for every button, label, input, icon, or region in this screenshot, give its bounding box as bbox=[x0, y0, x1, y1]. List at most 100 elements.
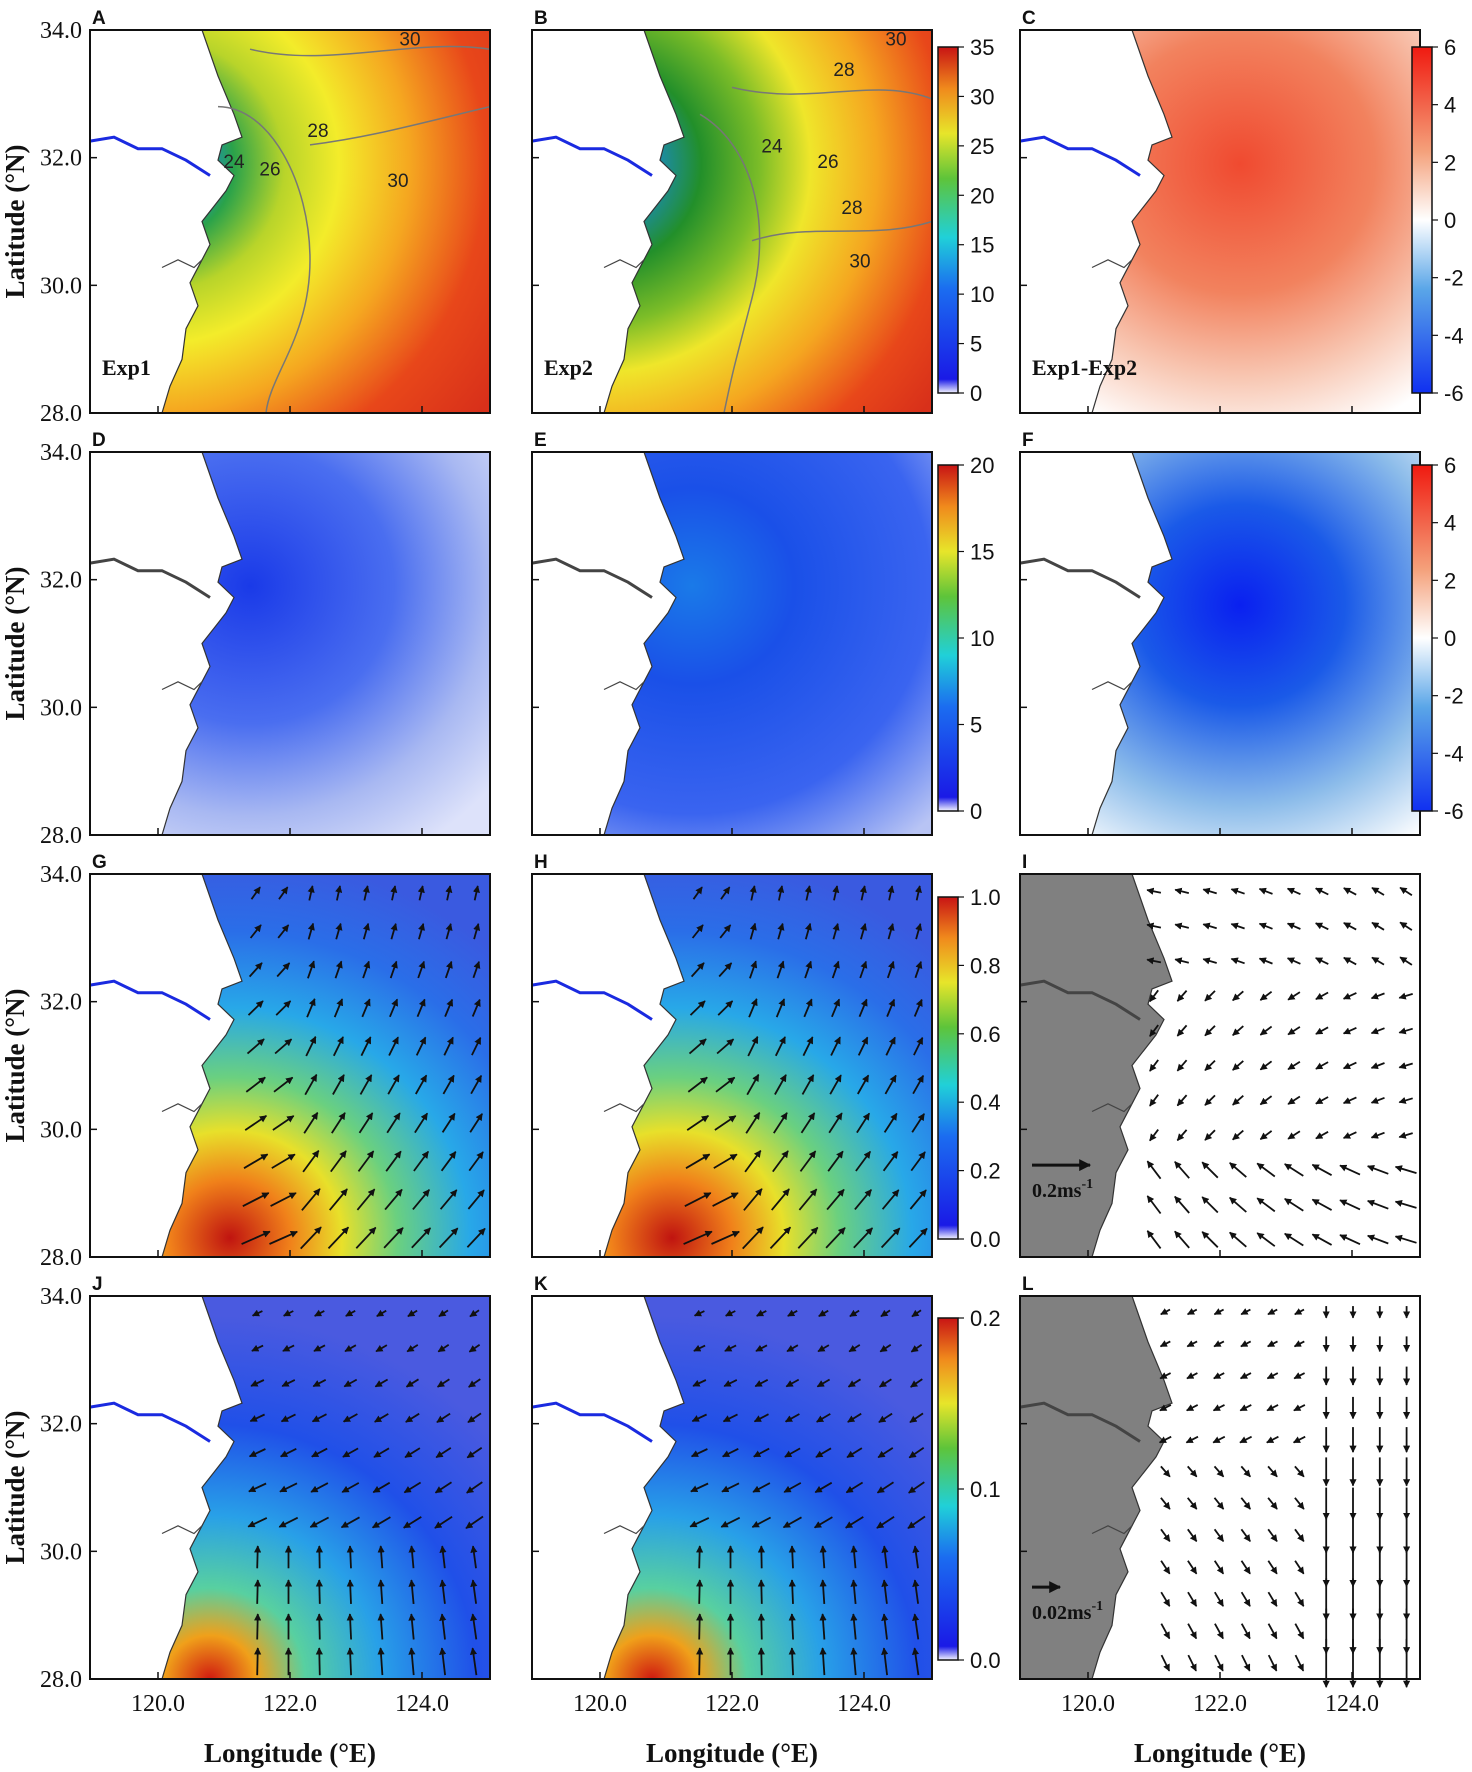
velocity-arrow bbox=[1267, 1308, 1278, 1316]
velocity-arrow bbox=[439, 1545, 447, 1569]
velocity-arrow bbox=[1202, 922, 1217, 930]
velocity-arrow bbox=[1240, 1591, 1251, 1607]
velocity-arrow bbox=[329, 1188, 348, 1211]
velocity-arrow bbox=[1315, 887, 1329, 896]
velocity-arrow bbox=[340, 1516, 360, 1529]
map-panel-l: L 0.02ms-1 120.0 122.0 124.0 bbox=[1019, 1274, 1421, 1717]
velocity-arrow bbox=[1213, 1560, 1225, 1575]
velocity-arrow bbox=[1186, 1497, 1198, 1510]
velocity-arrow bbox=[275, 1000, 292, 1016]
lat-tick-label: 30.0 bbox=[40, 1117, 82, 1143]
velocity-arrow bbox=[1294, 1623, 1305, 1640]
velocity-arrow bbox=[468, 1151, 484, 1172]
velocity-arrow bbox=[414, 1112, 429, 1134]
river-channel bbox=[89, 979, 211, 1021]
land-mask bbox=[531, 1295, 685, 1680]
velocity-arrow bbox=[242, 1192, 270, 1208]
velocity-arrow bbox=[1342, 1096, 1357, 1105]
y-axis-label: Latitude (°N) bbox=[0, 566, 30, 720]
velocity-arrow bbox=[1293, 1372, 1306, 1380]
velocity-arrow bbox=[376, 1309, 387, 1317]
colorbar: 20 15 10 5 0 bbox=[937, 453, 994, 824]
land-mask bbox=[89, 29, 243, 414]
velocity-arrow bbox=[1232, 990, 1244, 1002]
velocity-arrow bbox=[1240, 1465, 1251, 1478]
velocity-arrow bbox=[307, 922, 315, 940]
velocity-arrow bbox=[804, 922, 812, 940]
river-channel bbox=[1019, 557, 1141, 599]
velocity-arrow bbox=[1258, 887, 1273, 895]
velocity-arrow bbox=[1214, 1591, 1224, 1607]
velocity-arrow bbox=[279, 1482, 298, 1493]
velocity-arrow bbox=[407, 1309, 418, 1318]
colorbar-tick-label: 25 bbox=[970, 134, 994, 159]
velocity-arrow bbox=[1339, 1234, 1361, 1246]
velocity-arrow bbox=[280, 1413, 296, 1423]
velocity-arrow bbox=[307, 960, 316, 979]
velocity-arrow bbox=[468, 1378, 481, 1388]
velocity-arrow bbox=[716, 1038, 735, 1055]
map-panel-i: I 0.2ms-1 bbox=[1019, 852, 1421, 1258]
contour-label: 26 bbox=[817, 152, 838, 173]
velocity-arrow bbox=[469, 1647, 478, 1676]
velocity-arrow bbox=[911, 1113, 925, 1133]
velocity-arrow bbox=[696, 1613, 704, 1640]
velocity-arrow bbox=[309, 1516, 330, 1528]
velocity-arrow bbox=[444, 960, 453, 979]
velocity-arrow bbox=[1284, 1163, 1304, 1177]
map-panel-j: J 34.0 32.0 30.0 28.0 120.0 122.0 124.0 bbox=[40, 1274, 491, 1717]
velocity-arrow bbox=[468, 1343, 481, 1353]
velocity-arrow bbox=[466, 1227, 486, 1248]
velocity-arrow bbox=[276, 962, 291, 978]
x-axis-label: Longitude (°E) bbox=[204, 1738, 376, 1768]
velocity-arrow bbox=[254, 1613, 262, 1640]
velocity-arrow bbox=[1398, 1131, 1413, 1139]
velocity-arrow bbox=[825, 1227, 846, 1249]
velocity-arrow bbox=[249, 924, 262, 939]
velocity-arrow bbox=[1294, 1560, 1305, 1575]
velocity-arrow bbox=[1267, 1465, 1278, 1478]
velocity-arrow bbox=[1201, 1196, 1219, 1214]
velocity-arrow bbox=[800, 1112, 816, 1134]
lon-tick-label: 124.0 bbox=[1325, 1691, 1379, 1717]
velocity-arrow bbox=[1394, 1165, 1417, 1174]
velocity-arrow bbox=[850, 1647, 858, 1676]
lat-tick-label: 28.0 bbox=[40, 401, 82, 427]
velocity-arrow bbox=[1241, 1654, 1251, 1672]
velocity-arrow bbox=[1214, 1654, 1224, 1672]
velocity-arrow bbox=[1213, 1497, 1225, 1510]
velocity-arrow bbox=[1398, 992, 1413, 1000]
lon-tick-label: 122.0 bbox=[263, 1691, 317, 1717]
velocity-arrow bbox=[243, 1153, 269, 1169]
velocity-arrow bbox=[388, 1036, 399, 1056]
velocity-arrow bbox=[690, 962, 705, 978]
contour-label: 30 bbox=[849, 251, 870, 272]
velocity-arrow bbox=[307, 885, 315, 901]
velocity-arrow bbox=[1146, 922, 1162, 930]
velocity-arrow bbox=[757, 1613, 765, 1640]
velocity-arrow bbox=[445, 885, 453, 901]
velocity-arrow bbox=[251, 1344, 264, 1352]
velocity-arrow bbox=[415, 1074, 428, 1095]
velocity-arrow bbox=[876, 1515, 895, 1529]
velocity-arrow bbox=[1149, 1024, 1159, 1037]
velocity-arrow bbox=[277, 924, 290, 939]
velocity-arrow bbox=[912, 1613, 920, 1640]
velocity-arrow bbox=[788, 1579, 796, 1604]
velocity-arrow bbox=[744, 1150, 762, 1173]
velocity-arrow bbox=[1287, 991, 1301, 1001]
land-mask bbox=[531, 451, 685, 836]
map-panel-a: 30 24 26 28 30 A Exp1 34.0 32.0 30.0 28.0 bbox=[40, 8, 491, 427]
velocity-arrow bbox=[715, 1076, 736, 1093]
velocity-arrow bbox=[467, 1412, 482, 1424]
velocity-arrow bbox=[356, 1188, 376, 1211]
velocity-arrow bbox=[444, 998, 454, 1017]
experiment-label: Exp2 bbox=[544, 355, 593, 380]
velocity-arrow bbox=[244, 1115, 267, 1131]
velocity-arrow bbox=[1370, 992, 1385, 1000]
colorbar: 1.0 0.8 0.6 0.4 0.2 0.0 bbox=[937, 885, 1001, 1252]
velocity-arrow bbox=[1174, 1195, 1190, 1214]
velocity-arrow bbox=[355, 1226, 377, 1249]
velocity-arrow bbox=[712, 1192, 739, 1207]
salinity-contour bbox=[751, 220, 933, 242]
